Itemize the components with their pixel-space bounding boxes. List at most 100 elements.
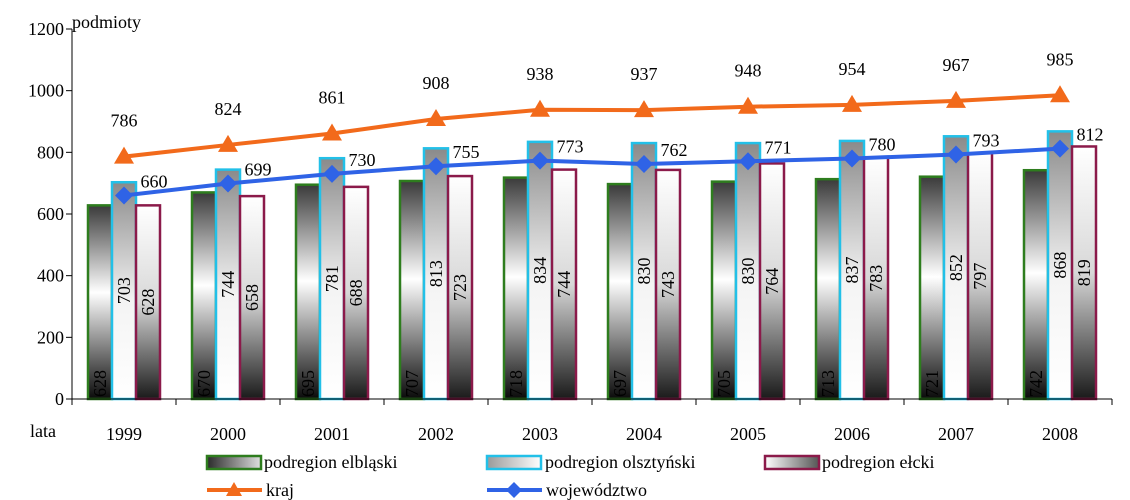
bar-value-label: 628 [138,289,158,316]
y-axis: 0 200 400 600 800 1000 1200 [28,19,73,409]
bar-olsztynski [110,180,138,401]
line-value-label: 762 [661,140,688,160]
marker-diamond [531,151,549,170]
bar-elblaski [918,175,946,401]
legend-triangle-icon [226,482,242,496]
bar-elcki [550,168,578,401]
bar-value-label: 783 [866,265,886,292]
bar-value-label: 721 [922,370,942,397]
bar-value-label: 830 [634,258,654,285]
bar-elblaski [814,177,842,401]
bar-value-label: 705 [714,370,734,397]
legend-swatch-elblaski [205,454,263,471]
legend-swatch-elcki [763,454,821,471]
bar-elblaski [606,182,634,401]
line-value-label: 948 [735,61,762,81]
marker-diamond [427,157,445,176]
marker-triangle [322,123,342,141]
x-axis-title: lata [30,421,56,441]
x-tick-label: 2004 [626,424,662,444]
marker-diamond [635,155,653,174]
bar-value-label: 830 [738,258,758,285]
y-tick-label: 800 [37,142,64,162]
bar-value-label: 718 [506,370,526,397]
bar-value-label: 713 [818,370,838,397]
line-value-label: 985 [1047,49,1074,69]
bar-value-label: 688 [346,279,366,306]
x-axis: 1999 2000 2001 2002 2003 2004 2005 2006 2007 2008 [71,398,1113,444]
y-tick-label: 0 [55,389,64,409]
bar-value-label: 819 [1074,259,1094,286]
bar-value-label: 764 [762,268,782,295]
x-tick-label: 2006 [834,424,870,444]
line-kraj [123,93,1061,159]
marker-diamond [947,145,965,164]
bar-olsztynski [630,141,658,401]
marker-diamond [323,164,341,183]
bar-value-label: 697 [610,370,630,397]
y-tick-label: 200 [37,327,64,347]
bar-elcki [446,174,474,401]
legend-label-kraj: kraj [266,480,294,500]
bar-value-label: 868 [1050,252,1070,279]
bar-value-label: 852 [946,254,966,281]
legend-item-kraj: kraj [207,480,294,500]
line-value-label: 730 [349,150,376,170]
bar-value-label: 837 [842,256,862,283]
bar-elcki [862,156,890,401]
bar-value-label: 834 [530,257,550,284]
bar-olsztynski [734,141,762,401]
marker-triangle [634,100,654,118]
legend-item-elblaski: podregion elbląski [205,452,397,472]
x-tick-label: 2007 [938,424,974,444]
legend-diamond-icon [506,482,522,498]
x-tick-label: 2001 [314,424,350,444]
marker-diamond [1051,139,1069,158]
line-value-label: 938 [527,64,554,84]
line-wojewodztwo [123,146,1061,198]
marker-triangle [114,146,134,164]
legend-label-elcki: podregion ełcki [822,452,934,472]
marker-triangle [842,94,862,112]
marker-triangle [426,109,446,127]
y-tick-label: 1200 [28,19,64,39]
legend: podregion elbląski podregion olsztyński … [205,452,934,500]
legend-swatch-olsztynski [485,454,543,471]
line-value-label: 660 [141,172,168,192]
x-tick-label: 2000 [210,424,246,444]
line-value-label: 812 [1077,125,1104,145]
lines [114,85,1070,205]
marker-diamond [219,174,237,193]
bar-elblaski [86,204,114,401]
marker-diamond [115,186,133,205]
legend-item-wojewodztwo: województwo [487,480,647,500]
line-value-label: 786 [111,111,138,131]
bar-olsztynski [838,139,866,401]
line-value-label: 793 [973,130,1000,150]
x-tick-label: 2002 [418,424,454,444]
marker-diamond [739,152,757,171]
x-tick-label: 1999 [106,424,142,444]
marker-triangle [530,99,550,117]
line-value-label: 771 [765,137,792,157]
data-labels: 628 670 695 707 718 697 705 713 721 742 703 744 781 8… [90,49,1104,397]
marker-triangle [946,90,966,108]
bar-elblaski [398,179,426,401]
bar-value-label: 744 [554,271,574,298]
marker-triangle [738,96,758,114]
bar-value-label: 781 [322,265,342,292]
x-tick-label: 2008 [1042,424,1078,444]
bar-elblaski [1022,168,1050,401]
bars [86,130,1098,401]
marker-triangle [218,134,238,152]
y-tick-label: 400 [37,266,64,286]
legend-label-elblaski: podregion elbląski [264,452,397,472]
line-value-label: 861 [319,88,346,108]
line-value-label: 780 [869,135,896,155]
bar-value-label: 658 [242,284,262,311]
bar-value-label: 707 [402,370,422,397]
bar-elcki [758,162,786,401]
x-tick-label: 2005 [730,424,766,444]
bar-value-label: 797 [970,263,990,290]
